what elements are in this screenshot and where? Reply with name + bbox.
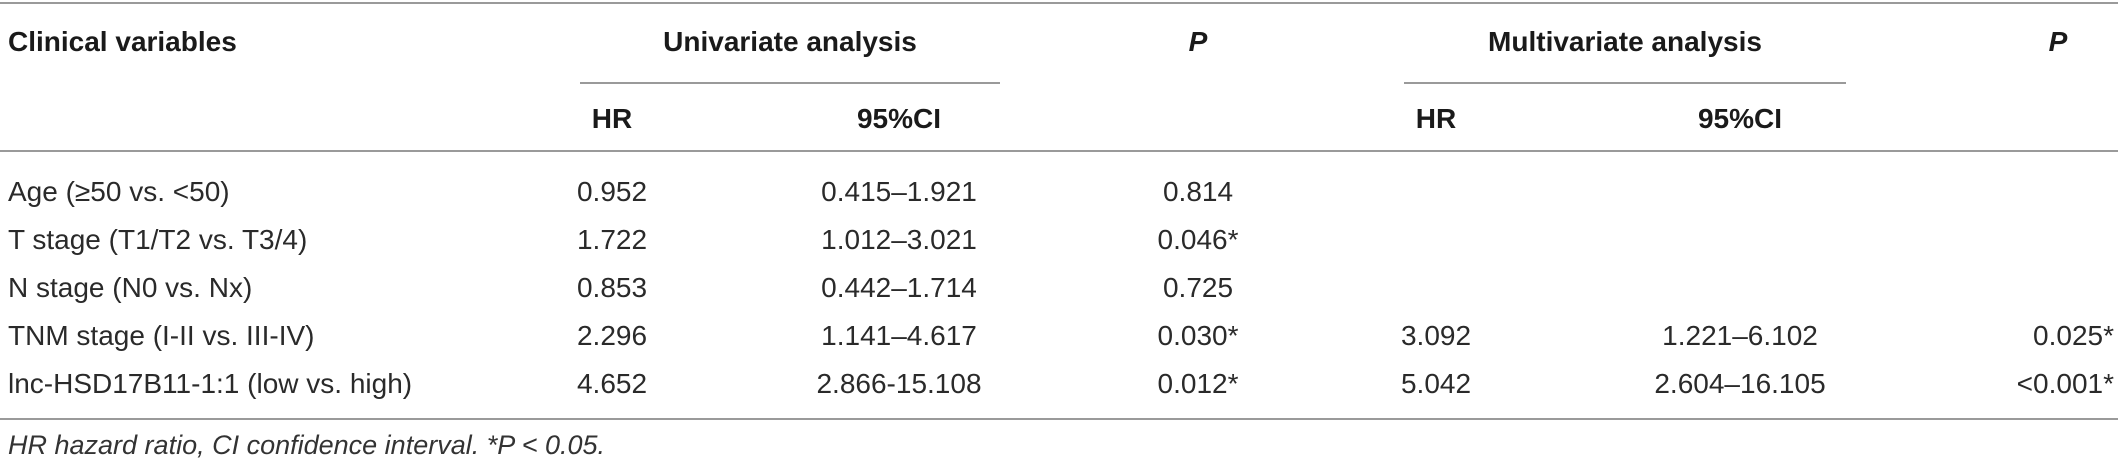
cell-ci-multivariate: 2.604–16.105	[1654, 368, 1826, 399]
cell-p-multivariate: <0.001*	[2016, 368, 2114, 399]
cell-p-multivariate: 0.025*	[2033, 320, 2114, 351]
cell-ci-univariate: 2.866-15.108	[816, 368, 982, 399]
table-footnote: HR hazard ratio, CI confidence interval.…	[8, 430, 606, 460]
table-row: N stage (N0 vs. Nx) 0.853 0.442–1.714 0.…	[0, 274, 2118, 327]
cell-hr-univariate: 0.853	[576, 272, 648, 303]
cell-ci-multivariate: 1.221–6.102	[1662, 320, 1818, 351]
table-row: Age (≥50 vs. <50) 0.952 0.415–1.921 0.81…	[0, 178, 2118, 231]
univariate-group-rule	[580, 82, 1000, 84]
header-clinical-variables: Clinical variables	[8, 26, 237, 57]
header-multivariate-analysis: Multivariate analysis	[1488, 26, 1762, 57]
table-row: TNM stage (I-II vs. III-IV) 2.296 1.141–…	[0, 322, 2118, 375]
header-hr-multivariate: HR	[1415, 103, 1457, 134]
cell-hr-univariate: 0.952	[576, 176, 648, 207]
multivariate-group-rule	[1404, 82, 1846, 84]
cell-variable: lnc-HSD17B11-1:1 (low vs. high)	[8, 368, 413, 399]
header-ci-multivariate: 95%CI	[1697, 103, 1783, 134]
header-univariate-analysis: Univariate analysis	[663, 26, 917, 57]
cell-ci-univariate: 0.415–1.921	[821, 176, 977, 207]
cell-p-univariate: 0.030*	[1157, 320, 1239, 351]
cell-p-univariate: 0.814	[1162, 176, 1234, 207]
cell-hr-multivariate: 5.042	[1400, 368, 1472, 399]
table-row: T stage (T1/T2 vs. T3/4) 1.722 1.012–3.0…	[0, 226, 2118, 279]
cell-ci-univariate: 0.442–1.714	[821, 272, 977, 303]
table-row: lnc-HSD17B11-1:1 (low vs. high) 4.652 2.…	[0, 370, 2118, 423]
table-bottom-rule	[0, 418, 2118, 420]
cell-ci-univariate: 1.012–3.021	[821, 224, 977, 255]
header-hr-univariate: HR	[591, 103, 633, 134]
cell-variable: N stage (N0 vs. Nx)	[8, 272, 253, 303]
cell-hr-multivariate: 3.092	[1400, 320, 1472, 351]
header-p-multivariate: P	[2048, 26, 2068, 57]
cell-variable: TNM stage (I-II vs. III-IV)	[8, 320, 315, 351]
cell-hr-univariate: 4.652	[576, 368, 648, 399]
header-p-univariate: P	[1188, 26, 1208, 57]
cell-p-univariate: 0.012*	[1157, 368, 1239, 399]
cell-p-univariate: 0.725	[1162, 272, 1234, 303]
cell-variable: Age (≥50 vs. <50)	[8, 176, 230, 207]
cell-variable: T stage (T1/T2 vs. T3/4)	[8, 224, 308, 255]
cell-p-univariate: 0.046*	[1157, 224, 1239, 255]
header-bottom-rule	[0, 150, 2118, 152]
table-top-rule	[0, 2, 2118, 4]
cell-hr-univariate: 2.296	[576, 320, 648, 351]
header-ci-univariate: 95%CI	[856, 103, 942, 134]
cell-hr-univariate: 1.722	[576, 224, 648, 255]
cell-ci-univariate: 1.141–4.617	[821, 320, 977, 351]
